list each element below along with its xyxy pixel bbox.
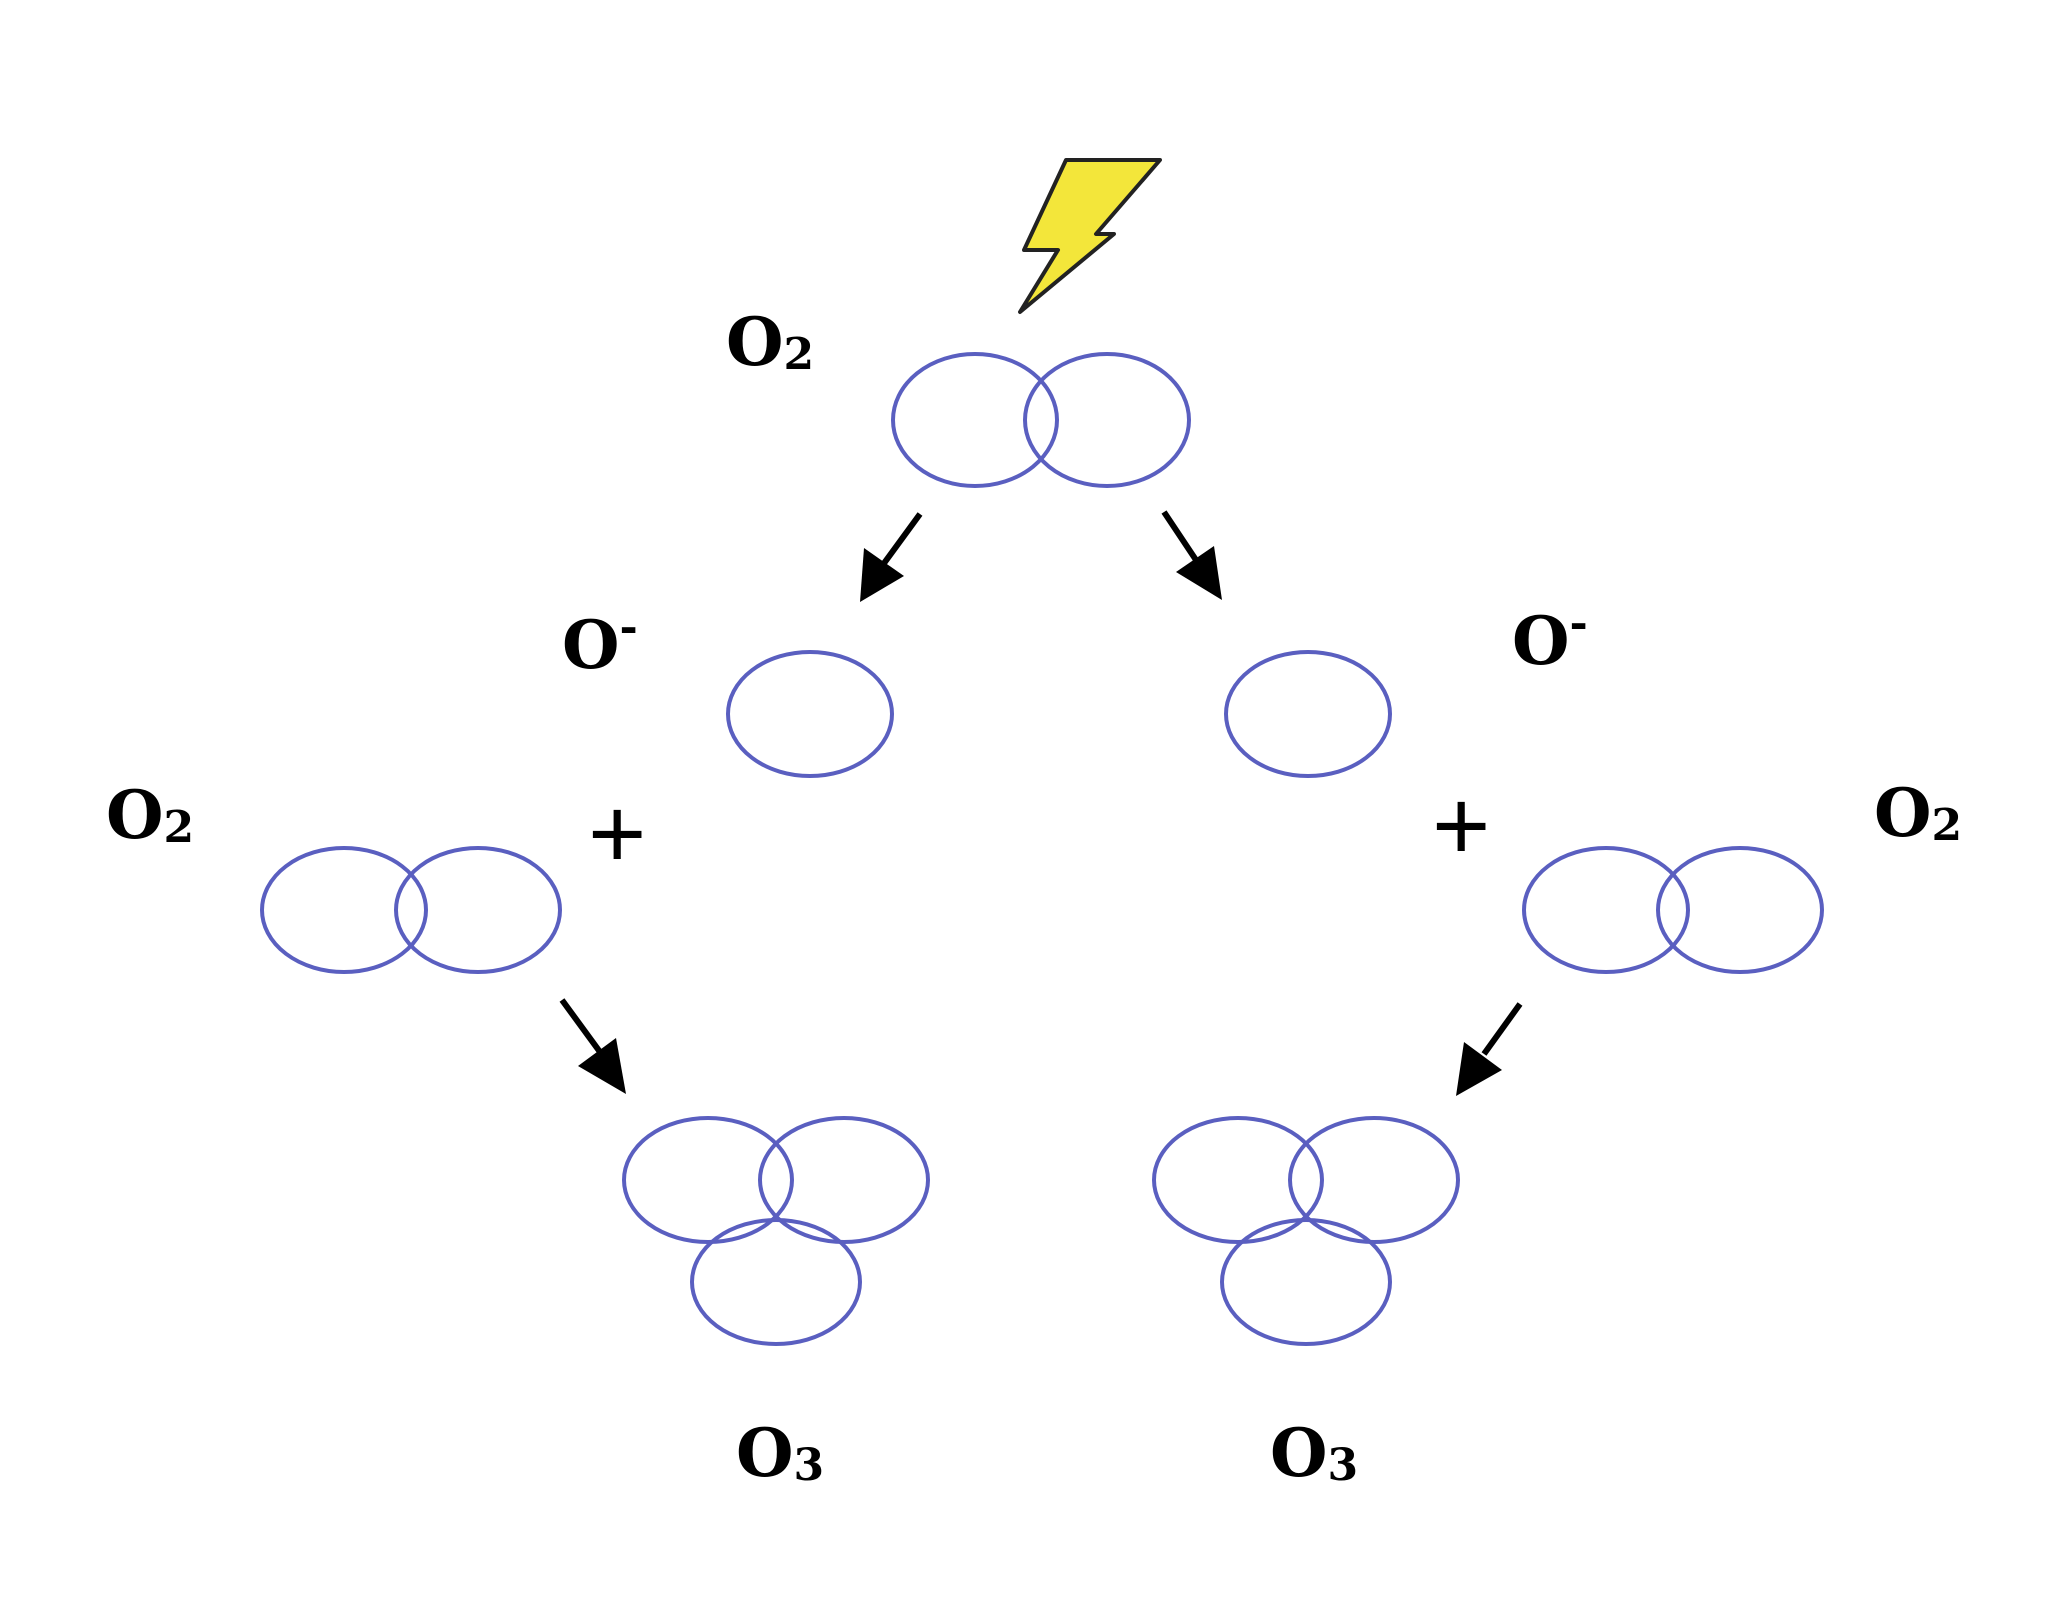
left-o3-molecule bbox=[622, 1116, 930, 1346]
oxygen-atom bbox=[1522, 846, 1690, 974]
arrow-down-left bbox=[860, 512, 923, 602]
oxygen-atom bbox=[1023, 352, 1191, 488]
top-o2-molecule bbox=[891, 352, 1191, 488]
arrow-down-right bbox=[1161, 510, 1222, 600]
oxygen-atom bbox=[758, 1116, 930, 1244]
right-o2-molecule bbox=[1522, 846, 1824, 974]
oxygen-atom bbox=[622, 1116, 794, 1244]
lightning-bolt-icon bbox=[1018, 158, 1162, 314]
oxygen-atom bbox=[394, 846, 562, 974]
right-o3-label: O3 bbox=[1270, 1414, 1358, 1492]
right-o2-label: O2 bbox=[1874, 774, 1962, 852]
left-o2-label: O2 bbox=[106, 776, 194, 854]
left-oxygen-ion-label: O- bbox=[562, 602, 638, 684]
plus-left: + bbox=[588, 778, 646, 890]
left-o2-molecule bbox=[260, 846, 562, 974]
oxygen-atom bbox=[891, 352, 1059, 488]
oxygen-atom bbox=[1656, 846, 1824, 974]
oxygen-atom bbox=[690, 1218, 862, 1346]
top-o2-label: O2 bbox=[726, 303, 814, 381]
plus-right: + bbox=[1432, 770, 1490, 882]
oxygen-atom bbox=[1152, 1116, 1324, 1244]
oxygen-atom bbox=[260, 846, 428, 974]
right-oxygen-ion-atom bbox=[1224, 650, 1392, 778]
right-oxygen-ion-label: O- bbox=[1512, 598, 1588, 680]
oxygen-atom bbox=[1288, 1116, 1460, 1244]
arrow-to-right-product bbox=[1456, 1002, 1523, 1096]
oxygen-atom bbox=[1220, 1218, 1392, 1346]
arrow-to-left-product bbox=[559, 998, 626, 1094]
right-o3-molecule bbox=[1152, 1116, 1460, 1346]
left-oxygen-ion-atom bbox=[726, 650, 894, 778]
left-o3-label: O3 bbox=[736, 1414, 824, 1492]
